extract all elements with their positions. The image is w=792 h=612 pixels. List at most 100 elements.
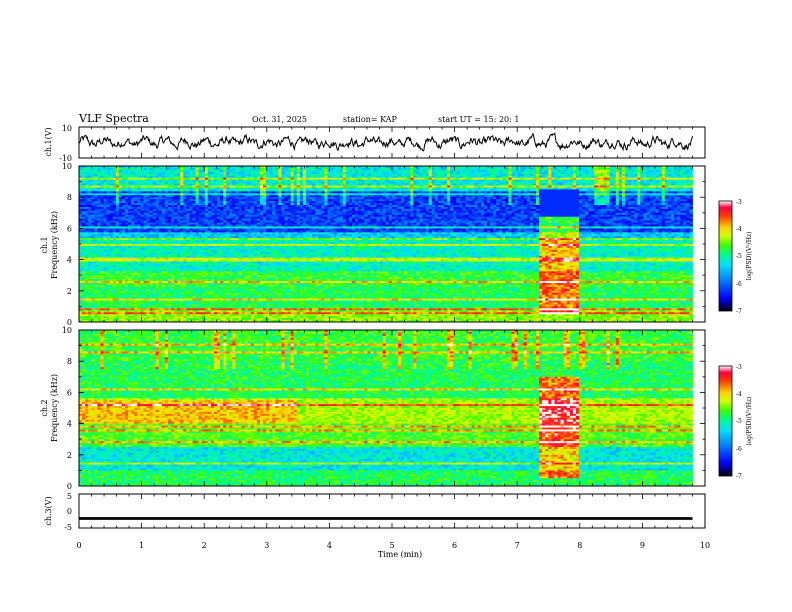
- spectrogram-cell: [112, 230, 117, 233]
- spectrogram-cell: [121, 224, 126, 227]
- spectrogram-cell: [82, 251, 86, 255]
- spectrogram-cell: [91, 320, 95, 322]
- spectrogram-cell: [85, 205, 89, 208]
- spectrogram-cell: [97, 277, 101, 280]
- spectrogram-cell: [131, 187, 135, 190]
- spectrogram-cell: [109, 230, 114, 233]
- spectrogram-cell: [88, 232, 92, 235]
- spectrogram-cell: [115, 187, 120, 190]
- spectrogram-cell: [79, 249, 83, 253]
- spectrogram-cell: [91, 292, 95, 296]
- spectrogram-cell: [112, 300, 117, 303]
- spectrogram-cell: [115, 216, 120, 220]
- spectrogram-cell: [94, 166, 98, 169]
- spectrogram-cell: [128, 251, 132, 255]
- spectrogram-cell: [103, 304, 108, 307]
- spectrogram-cell: [121, 310, 126, 313]
- spectrogram-cell: [88, 296, 92, 299]
- spectrogram-cell: [115, 279, 120, 282]
- spectrogram-cell: [118, 269, 123, 272]
- spectrogram-cell: [94, 253, 98, 257]
- spectrogram-cell: [79, 238, 83, 241]
- spectrogram-cell: [125, 249, 129, 253]
- spectrogram-cell: [121, 230, 126, 233]
- spectrogram-cell: [125, 177, 129, 181]
- spectrogram-cell: [94, 314, 98, 317]
- spectrogram-cell: [91, 201, 95, 204]
- spectrogram-cell: [121, 251, 126, 255]
- spectrogram-cell: [79, 224, 83, 227]
- spectrogram-cell: [125, 312, 129, 315]
- spectrogram-cell: [131, 193, 135, 196]
- spectrogram-cell: [128, 245, 132, 249]
- spectrogram-cell: [103, 222, 108, 225]
- spectrogram-cell: [79, 316, 83, 319]
- spectrogram-cell: [112, 298, 117, 301]
- spectrogram-cell: [128, 238, 132, 241]
- spectrogram-cell: [82, 216, 86, 220]
- spectrogram-cell: [128, 183, 132, 186]
- spectrogram-cell: [109, 247, 114, 251]
- spectrogram-cell: [94, 288, 98, 292]
- spectrogram-cell: [121, 247, 126, 251]
- spectrogram-cell: [112, 249, 117, 253]
- spectrogram-cell: [91, 279, 95, 282]
- spectrogram-cell: [100, 298, 104, 301]
- spectrogram-cell: [115, 212, 120, 216]
- spectrogram-cell: [131, 220, 135, 223]
- spectrogram-cell: [118, 205, 123, 208]
- spectrogram-cell: [106, 290, 111, 294]
- spectrogram-cell: [79, 242, 83, 245]
- spectrogram-cell: [100, 216, 104, 220]
- spectrogram-cell: [82, 298, 86, 301]
- ch1-spectrogram-viewport: [79, 166, 693, 322]
- spectrogram-cell: [103, 226, 108, 229]
- spectrogram-cell: [115, 166, 120, 169]
- spectrogram-cell: [85, 273, 89, 276]
- spectrogram-cell: [79, 253, 83, 257]
- spectrogram-cell: [118, 288, 123, 292]
- spectrogram-cell: [91, 294, 95, 298]
- spectrogram-cell: [103, 193, 108, 196]
- spectrogram-cell: [85, 312, 89, 315]
- spectrogram-cell: [115, 177, 120, 181]
- spectrogram-cell: [131, 183, 135, 186]
- spectrogram-cell: [115, 230, 120, 233]
- spectrogram-cell: [79, 169, 83, 173]
- spectrogram-cell: [88, 226, 92, 229]
- spectrogram-cell: [100, 177, 104, 181]
- spectrogram-cell: [94, 259, 98, 262]
- spectrogram-cell: [94, 294, 98, 298]
- spectrogram-cell: [97, 318, 101, 321]
- spectrogram-cell: [125, 166, 129, 169]
- spectrogram-cell: [97, 222, 101, 225]
- spectrogram-cell: [97, 179, 101, 182]
- spectrogram-cell: [112, 265, 117, 268]
- spectrogram-cell: [109, 220, 114, 223]
- spectrogram-cell: [100, 189, 104, 192]
- spectrogram-cell: [131, 210, 135, 214]
- spectrogram-cell: [85, 249, 89, 253]
- spectrogram-cell: [82, 247, 86, 251]
- spectrogram-cell: [82, 199, 86, 202]
- spectrogram-cell: [103, 269, 108, 272]
- spectrogram-cell: [125, 185, 129, 188]
- spectrogram-cell: [118, 177, 123, 181]
- spectrogram-cell: [115, 281, 120, 284]
- spectrogram-cell: [118, 187, 123, 190]
- spectrogram-cell: [97, 201, 101, 204]
- spectrogram-cell: [125, 263, 129, 266]
- spectrogram-cell: [88, 181, 92, 184]
- spectrogram-cell: [100, 222, 104, 225]
- spectrogram-cell: [128, 292, 132, 296]
- spectrogram-cell: [103, 271, 108, 274]
- spectrogram-cell: [128, 271, 132, 274]
- spectrogram-cell: [82, 208, 86, 212]
- spectrogram-cell: [118, 228, 123, 231]
- spectrogram-cell: [128, 288, 132, 292]
- spectrogram-cell: [128, 273, 132, 276]
- spectrogram-cell: [79, 292, 83, 296]
- spectrogram-cell: [128, 181, 132, 184]
- spectrogram-cell: [103, 283, 108, 286]
- spectrogram-cell: [88, 212, 92, 216]
